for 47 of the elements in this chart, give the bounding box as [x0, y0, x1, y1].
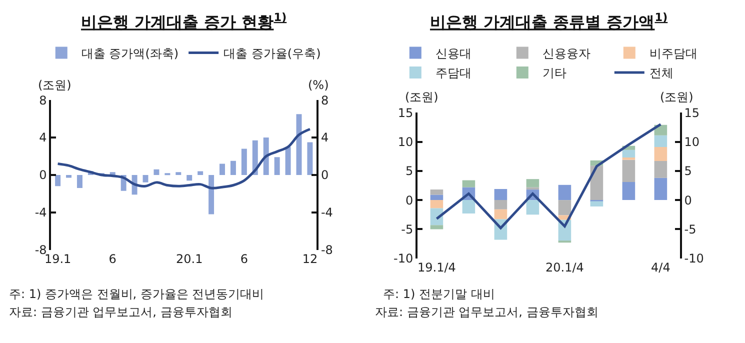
y2-tick-label: -10: [684, 252, 704, 266]
text: 주: 1) 증가액은 전월비, 증가율은 전년동기대비: [9, 287, 264, 301]
y-tick-label: -8: [34, 243, 47, 258]
legend-label: 신용융자: [542, 46, 590, 60]
y-tick-label: 15: [398, 106, 414, 120]
x-tick-label: 12: [302, 252, 318, 266]
y2-tick-label: 5: [684, 164, 692, 178]
y-tick-label: 10: [398, 134, 414, 149]
text: 주: 1) 전분기말 대비: [383, 287, 495, 301]
y-axis-title: (조원): [38, 78, 72, 92]
y2-tick-label: 0: [684, 193, 692, 208]
y2-tick-label: 15: [684, 106, 700, 120]
y2-tick-label: 8: [320, 93, 329, 108]
y-tick-label: -4: [34, 206, 47, 220]
y-tick-label: -5: [401, 222, 414, 236]
y2-axis-title: (%): [308, 78, 329, 92]
text: 자료: 금융기관 업무보고서, 금융투자협회: [375, 305, 598, 319]
x-tick-label: 19.1/4: [418, 260, 456, 274]
x-tick-label: 6: [108, 252, 116, 266]
chart-title: 비은행 가계대출 증가 현황$^{1)}$: [81, 11, 287, 32]
legend-label: 주담대: [435, 66, 472, 80]
y-tick-label: 0: [405, 193, 414, 208]
chart-title: 비은행 가계대출 종류별 증가액$^{1)}$: [430, 11, 668, 32]
y2-tick-label: -4: [320, 206, 333, 220]
y2-tick-label: 10: [684, 134, 700, 149]
y-tick-label: 0: [39, 168, 47, 182]
y-tick-label: -10: [394, 252, 414, 266]
text: 자료: 금융기관 업무보고서, 금융투자협회: [9, 305, 232, 319]
y2-tick-label: 4: [320, 130, 329, 145]
x-tick-label: 20.1/4: [545, 260, 584, 274]
legend-label: 신용대: [435, 46, 472, 60]
legend-label: 기타: [542, 66, 566, 80]
legend-label: 전체: [649, 66, 674, 80]
y-axis-title: (조원): [405, 90, 438, 104]
y2-tick-label: -8: [320, 243, 333, 258]
x-tick-label: 6: [240, 252, 248, 266]
y2-tick-label: 0: [320, 168, 329, 182]
y2-axis-title: (조원): [660, 90, 694, 104]
legend-label: 대출 증가율(우축): [224, 46, 321, 60]
y-tick-label: 5: [405, 164, 414, 178]
x-tick-label: 20.1: [176, 252, 203, 266]
y-tick-label: 8: [39, 93, 47, 108]
legend-label: 비주담대: [649, 46, 698, 60]
legend-label: 대출 증가액(좌축): [81, 46, 179, 60]
x-tick-label: 4/4: [651, 260, 670, 274]
y2-tick-label: -5: [684, 222, 696, 236]
y-tick-label: 4: [39, 130, 47, 145]
